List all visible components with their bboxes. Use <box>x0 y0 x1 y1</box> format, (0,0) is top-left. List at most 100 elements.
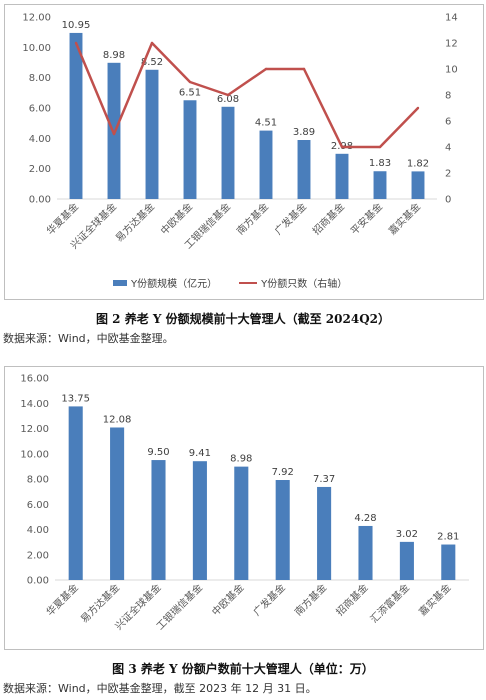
chart-1-legend: Y份额规模（亿元） Y份额只数（右轴） <box>113 275 347 290</box>
y-tick-label: 10.00 <box>22 43 51 54</box>
bar <box>69 32 83 199</box>
line-point <box>150 41 154 45</box>
category-label: 易方达基金 <box>113 200 158 245</box>
bar <box>411 171 425 199</box>
data-label: 6.08 <box>217 94 239 105</box>
bar <box>335 153 349 199</box>
legend-swatch-bar <box>113 279 127 286</box>
category-label: 华夏基金 <box>43 581 80 618</box>
category-label: 南方基金 <box>292 581 329 618</box>
y-tick-label: 6.00 <box>29 104 51 115</box>
y-tick-label: 12.00 <box>22 13 51 24</box>
category-label: 招商基金 <box>333 581 370 618</box>
category-label: 广发基金 <box>250 581 287 618</box>
data-label: 9.41 <box>189 448 211 459</box>
legend-label-line: Y份额只数（右轴） <box>261 279 348 290</box>
data-label: 9.50 <box>147 447 169 458</box>
y-tick-label: 14.00 <box>20 399 49 410</box>
line-point <box>112 132 116 136</box>
data-label: 8.52 <box>141 57 163 68</box>
y-tick-label: 4.00 <box>27 525 49 536</box>
y-tick-label: 0.00 <box>29 195 51 206</box>
line-point <box>188 80 192 84</box>
bar <box>275 480 290 580</box>
y-tick-label: 12.00 <box>20 424 49 435</box>
y2-tick-label: 4 <box>445 143 451 154</box>
data-label: 13.75 <box>61 393 90 404</box>
y2-tick-label: 0 <box>445 195 451 206</box>
bar <box>259 130 273 199</box>
bar <box>373 171 387 199</box>
data-label: 2.81 <box>437 532 459 543</box>
y2-tick-label: 6 <box>445 117 451 128</box>
category-label: 招商基金 <box>310 200 347 237</box>
bar <box>441 544 456 580</box>
legend-item-bar: Y份额规模（亿元） <box>113 275 217 290</box>
data-label: 4.51 <box>255 118 277 129</box>
y2-tick-label: 14 <box>445 13 458 24</box>
y-tick-label: 4.00 <box>29 134 51 145</box>
data-label: 1.83 <box>369 158 391 169</box>
bar <box>151 460 166 580</box>
y-tick-label: 8.00 <box>27 475 49 486</box>
y2-tick-label: 12 <box>445 39 458 50</box>
figure-3-source: 数据来源：Wind，中欧基金整理，截至 2023 年 12 月 31 日。 <box>3 682 317 695</box>
bar <box>297 140 311 199</box>
data-label: 3.02 <box>396 529 418 540</box>
bar <box>317 486 332 580</box>
line-point <box>378 145 382 149</box>
category-label: 广发基金 <box>272 200 309 237</box>
data-label: 8.98 <box>103 50 125 61</box>
figure-3-caption: 图 3 养老 Y 份额户数前十大管理人（单位：万） <box>112 662 374 676</box>
chart-1-frame: 0.00 2.00 4.00 6.00 8.00 10.00 12.00 10.95 8.98 8… <box>4 4 484 300</box>
y2-tick-label: 8 <box>445 91 451 102</box>
category-label: 易方达基金 <box>78 581 123 626</box>
bar <box>183 100 197 199</box>
bar <box>234 466 249 580</box>
bar <box>221 106 235 199</box>
y-tick-label: 2.00 <box>27 550 49 561</box>
data-label: 6.51 <box>179 87 201 98</box>
bar <box>358 525 373 580</box>
chart-1: 0.00 2.00 4.00 6.00 8.00 10.00 12.00 10.95 8.98 8… <box>22 13 458 252</box>
y-tick-label: 0.00 <box>27 576 49 587</box>
bar <box>68 406 83 580</box>
bar <box>145 69 159 199</box>
line-point <box>340 145 344 149</box>
y-tick-label: 10.00 <box>20 449 49 460</box>
bar <box>110 427 125 580</box>
data-label: 7.37 <box>313 474 335 485</box>
chart-2: 0.00 2.00 4.00 6.00 8.00 10.00 12.00 14.00 16.00… <box>20 374 469 633</box>
category-label: 嘉实基金 <box>416 581 453 618</box>
line-point <box>416 106 420 110</box>
line-point <box>74 41 78 45</box>
figure-2-caption: 图 2 养老 Y 份额规模前十大管理人（截至 2024Q2） <box>95 312 390 326</box>
line-point <box>302 67 306 71</box>
y-tick-label: 6.00 <box>27 500 49 511</box>
y2-tick-label: 2 <box>445 169 451 180</box>
y-tick-label: 8.00 <box>29 73 51 84</box>
data-label: 3.89 <box>293 127 315 138</box>
y-tick-label: 2.00 <box>29 164 51 175</box>
line-series <box>74 41 419 149</box>
category-label: 南方基金 <box>234 200 271 237</box>
chart-2-frame: 0.00 2.00 4.00 6.00 8.00 10.00 12.00 14.00 16.00… <box>4 366 484 650</box>
category-label: 中欧基金 <box>158 200 195 237</box>
category-label: 汇添富基金 <box>367 581 412 626</box>
line-point <box>264 67 268 71</box>
data-label: 12.08 <box>103 414 132 425</box>
category-label: 华夏基金 <box>44 200 81 237</box>
category-label: 中欧基金 <box>209 581 246 618</box>
legend-swatch-line <box>239 281 258 284</box>
legend-label-bar: Y份额规模（亿元） <box>131 279 218 290</box>
data-label: 1.82 <box>407 158 429 169</box>
legend-item-line: Y份额只数（右轴） <box>239 275 347 290</box>
y-tick-label: 16.00 <box>20 374 49 385</box>
data-label: 8.98 <box>230 454 252 465</box>
y2-tick-label: 10 <box>445 65 458 76</box>
bar <box>399 541 414 580</box>
bar <box>192 461 207 580</box>
data-label: 7.92 <box>272 467 294 478</box>
line-point <box>226 93 230 97</box>
data-label: 10.95 <box>62 20 91 31</box>
